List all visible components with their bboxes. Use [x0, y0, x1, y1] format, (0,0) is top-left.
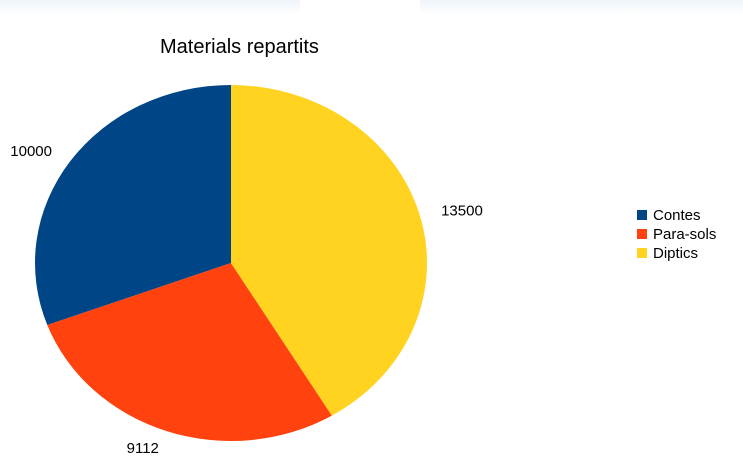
legend-swatch — [637, 229, 647, 239]
pie-slices — [35, 85, 428, 442]
pie-slice-para-sols — [47, 263, 332, 442]
pie-data-labels: 10000 9112 13500 — [10, 143, 483, 457]
pie-slice-diptics — [231, 85, 428, 416]
legend-label: Contes — [653, 207, 701, 224]
chart-legend: Contes Para-sols Diptics — [637, 207, 716, 262]
legend-swatch — [637, 248, 647, 258]
slice-value-label: 10000 — [10, 143, 52, 160]
legend-label: Diptics — [653, 245, 698, 262]
legend-label: Para-sols — [653, 226, 716, 243]
background-band — [0, 0, 300, 14]
background-band — [420, 0, 743, 14]
legend-swatch — [637, 210, 647, 220]
pie-slice-contes — [35, 85, 232, 326]
slice-value-label: 9112 — [127, 440, 159, 457]
chart-title: Materials repartits — [160, 36, 319, 58]
slice-value-label: 13500 — [441, 203, 483, 220]
